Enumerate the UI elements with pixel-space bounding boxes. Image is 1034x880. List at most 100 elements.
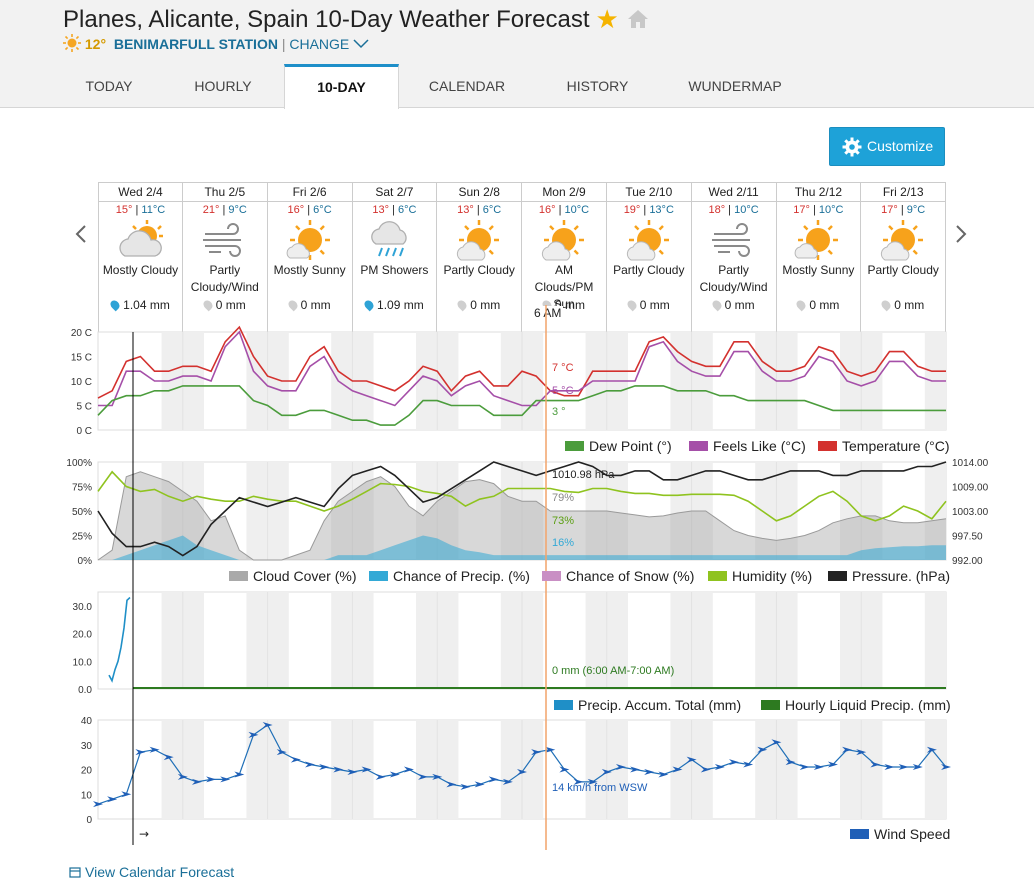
temp-axis-tick: 20 C: [71, 328, 92, 339]
tab-history[interactable]: HISTORY: [566, 78, 629, 94]
wind-direction-arrow: [502, 778, 513, 785]
wind-direction-arrow: [276, 749, 287, 756]
tab-wundermap[interactable]: WUNDERMAP: [688, 78, 782, 94]
day-condition: Partly Cloudy/Wind: [699, 263, 768, 294]
day-temps: 13° | 6°C: [372, 204, 417, 216]
wind-icon: [711, 223, 750, 257]
night-shade: [416, 462, 459, 560]
pressure-axis-tick: 1014.00: [952, 458, 989, 469]
partly-cloudy-icon: [626, 220, 669, 261]
wind-direction-arrow: [347, 768, 358, 775]
temp-axis-tick: 15 C: [71, 353, 92, 364]
percent-axis-tick: 75%: [72, 483, 92, 494]
night-shade: [161, 592, 204, 689]
chart-panel-bg: [97, 719, 947, 820]
wind-direction-arrow: [305, 761, 315, 768]
day-precip: 0 mm: [607, 296, 691, 314]
raindrop-icon: [201, 298, 215, 312]
legend-humidity[interactable]: Humidity (%): [708, 568, 812, 584]
change-station-link[interactable]: CHANGE: [289, 36, 350, 52]
day-card[interactable]: Tue 2/10 19° | 13°C Partly Cloudy 0 mm: [606, 183, 692, 333]
tab-today[interactable]: TODAY: [85, 78, 133, 94]
raindrop-icon: [710, 298, 723, 312]
prev-days-arrow[interactable]: [74, 224, 88, 250]
mostly-sunny-icon: [795, 220, 839, 260]
view-calendar-link[interactable]: View Calendar Forecast: [69, 864, 234, 880]
gear-icon: [842, 137, 862, 157]
legend-pressure-label: Pressure. (hPa): [852, 568, 951, 584]
temperature-line: [97, 325, 946, 399]
day-date: Mon 2/9: [522, 183, 606, 202]
day-date: Fri 2/6: [267, 183, 352, 202]
day-card[interactable]: Thu 2/5 21° | 9°C Partly Cloudy/Wind 0 mm: [182, 183, 268, 333]
wind-direction-arrow: [474, 781, 485, 788]
wind-direction-arrow: [177, 773, 188, 780]
day-card[interactable]: Fri 2/13 17° | 9°C Partly Cloudy 0 mm: [861, 183, 947, 333]
wind-direction-arrow: [941, 764, 951, 771]
next-days-arrow[interactable]: [954, 224, 968, 250]
day-card[interactable]: Fri 2/6 16° | 6°C Mostly Sunny 0 mm: [267, 183, 353, 333]
wind-direction-arrow: [644, 768, 655, 775]
tab-calendar[interactable]: CALENDAR: [428, 78, 506, 94]
station-name[interactable]: BENIMARFULL STATION: [113, 36, 278, 52]
wind-direction-arrow: [163, 754, 174, 761]
customize-button[interactable]: Customize: [829, 127, 945, 166]
day-temps: 21° | 9°C: [202, 204, 247, 216]
day-card[interactable]: Sun 2/8 13° | 6°C Partly Cloudy 0 mm: [437, 183, 523, 333]
day-card[interactable]: Wed 2/11 18° | 10°C Partly Cloudy/Wind 0 mm: [691, 183, 777, 333]
tab-hourly[interactable]: HOURLY: [194, 78, 252, 94]
chevron-right-icon: [956, 225, 967, 243]
snow-chance-swatch: [542, 571, 561, 581]
day-low: 9°C: [228, 204, 247, 216]
legend-pressure[interactable]: Pressure. (hPa): [828, 568, 950, 584]
legend-precip-accum[interactable]: Precip. Accum. Total (mm): [554, 697, 741, 713]
wind-direction-arrow: [206, 776, 217, 783]
raindrop-icon: [108, 298, 122, 312]
day-high: 18°: [708, 204, 726, 216]
night-shade: [161, 462, 204, 560]
wind-axis-tick: 40: [81, 716, 93, 727]
wind-direction-arrow: [630, 766, 641, 773]
legend-precip-chance[interactable]: Chance of Precip. (%): [369, 568, 530, 584]
chevron-down-icon[interactable]: [353, 39, 369, 49]
hover-humidity-label: 73%: [552, 515, 574, 527]
legend-temperature[interactable]: Temperature (°C): [818, 438, 950, 454]
legend-hourly-precip[interactable]: Hourly Liquid Precip. (mm): [761, 697, 951, 713]
wind-direction-arrow: [149, 746, 160, 753]
legend-wind-speed[interactable]: Wind Speed: [850, 826, 950, 842]
night-shade: [840, 720, 883, 819]
temperature-swatch: [818, 441, 837, 451]
day-temps: 16° | 6°C: [287, 204, 332, 216]
day-low: 11°C: [141, 204, 166, 216]
day-high: 15°: [115, 204, 133, 216]
favorite-star-icon[interactable]: ★: [595, 4, 619, 34]
tab-10-day[interactable]: 10-DAY: [284, 64, 399, 109]
day-condition: Partly Cloudy: [867, 263, 939, 277]
day-condition: PM Showers: [360, 263, 429, 277]
day-card[interactable]: Sat 2/7 13° | 6°C PM Showers 1.09 mm: [352, 183, 438, 333]
day-precip-value: 0 mm: [300, 298, 331, 312]
day-card[interactable]: Mon 2/9 16° | 10°C AM Clouds/PM Sun 0 mm: [522, 183, 607, 333]
legend-dew-point[interactable]: Dew Point (°): [565, 438, 672, 454]
day-icon: [692, 218, 776, 262]
night-shade: [331, 720, 374, 819]
legend-feels-like[interactable]: Feels Like (°C): [689, 438, 806, 454]
home-icon[interactable]: [627, 9, 649, 29]
day-temps: 13° | 6°C: [457, 204, 502, 216]
partly-cloudy-icon: [541, 220, 584, 261]
wind-direction-arrow: [319, 764, 330, 771]
night-shade: [670, 592, 713, 689]
legend-cloud-cover[interactable]: Cloud Cover (%): [229, 568, 356, 584]
legend-precip-accum-label: Precip. Accum. Total (mm): [578, 697, 742, 713]
wind-direction-arrow: [842, 746, 853, 753]
wind-direction-arrow: [389, 771, 400, 778]
night-shade: [755, 592, 798, 689]
wind-direction-arrow: [926, 746, 937, 753]
day-high: 21°: [202, 204, 220, 216]
day-card[interactable]: Thu 2/12 17° | 10°C Mostly Sunny 0 mm: [776, 183, 862, 333]
legend-temperature-label: Temperature (°C): [842, 438, 950, 454]
day-precip-value: 1.04 mm: [123, 298, 170, 312]
legend-snow-chance[interactable]: Chance of Snow (%): [542, 568, 694, 584]
precip-accum-swatch: [554, 700, 573, 710]
day-card[interactable]: Wed 2/4 15° | 11°C Mostly Cloudy 1.04 mm: [98, 183, 183, 333]
